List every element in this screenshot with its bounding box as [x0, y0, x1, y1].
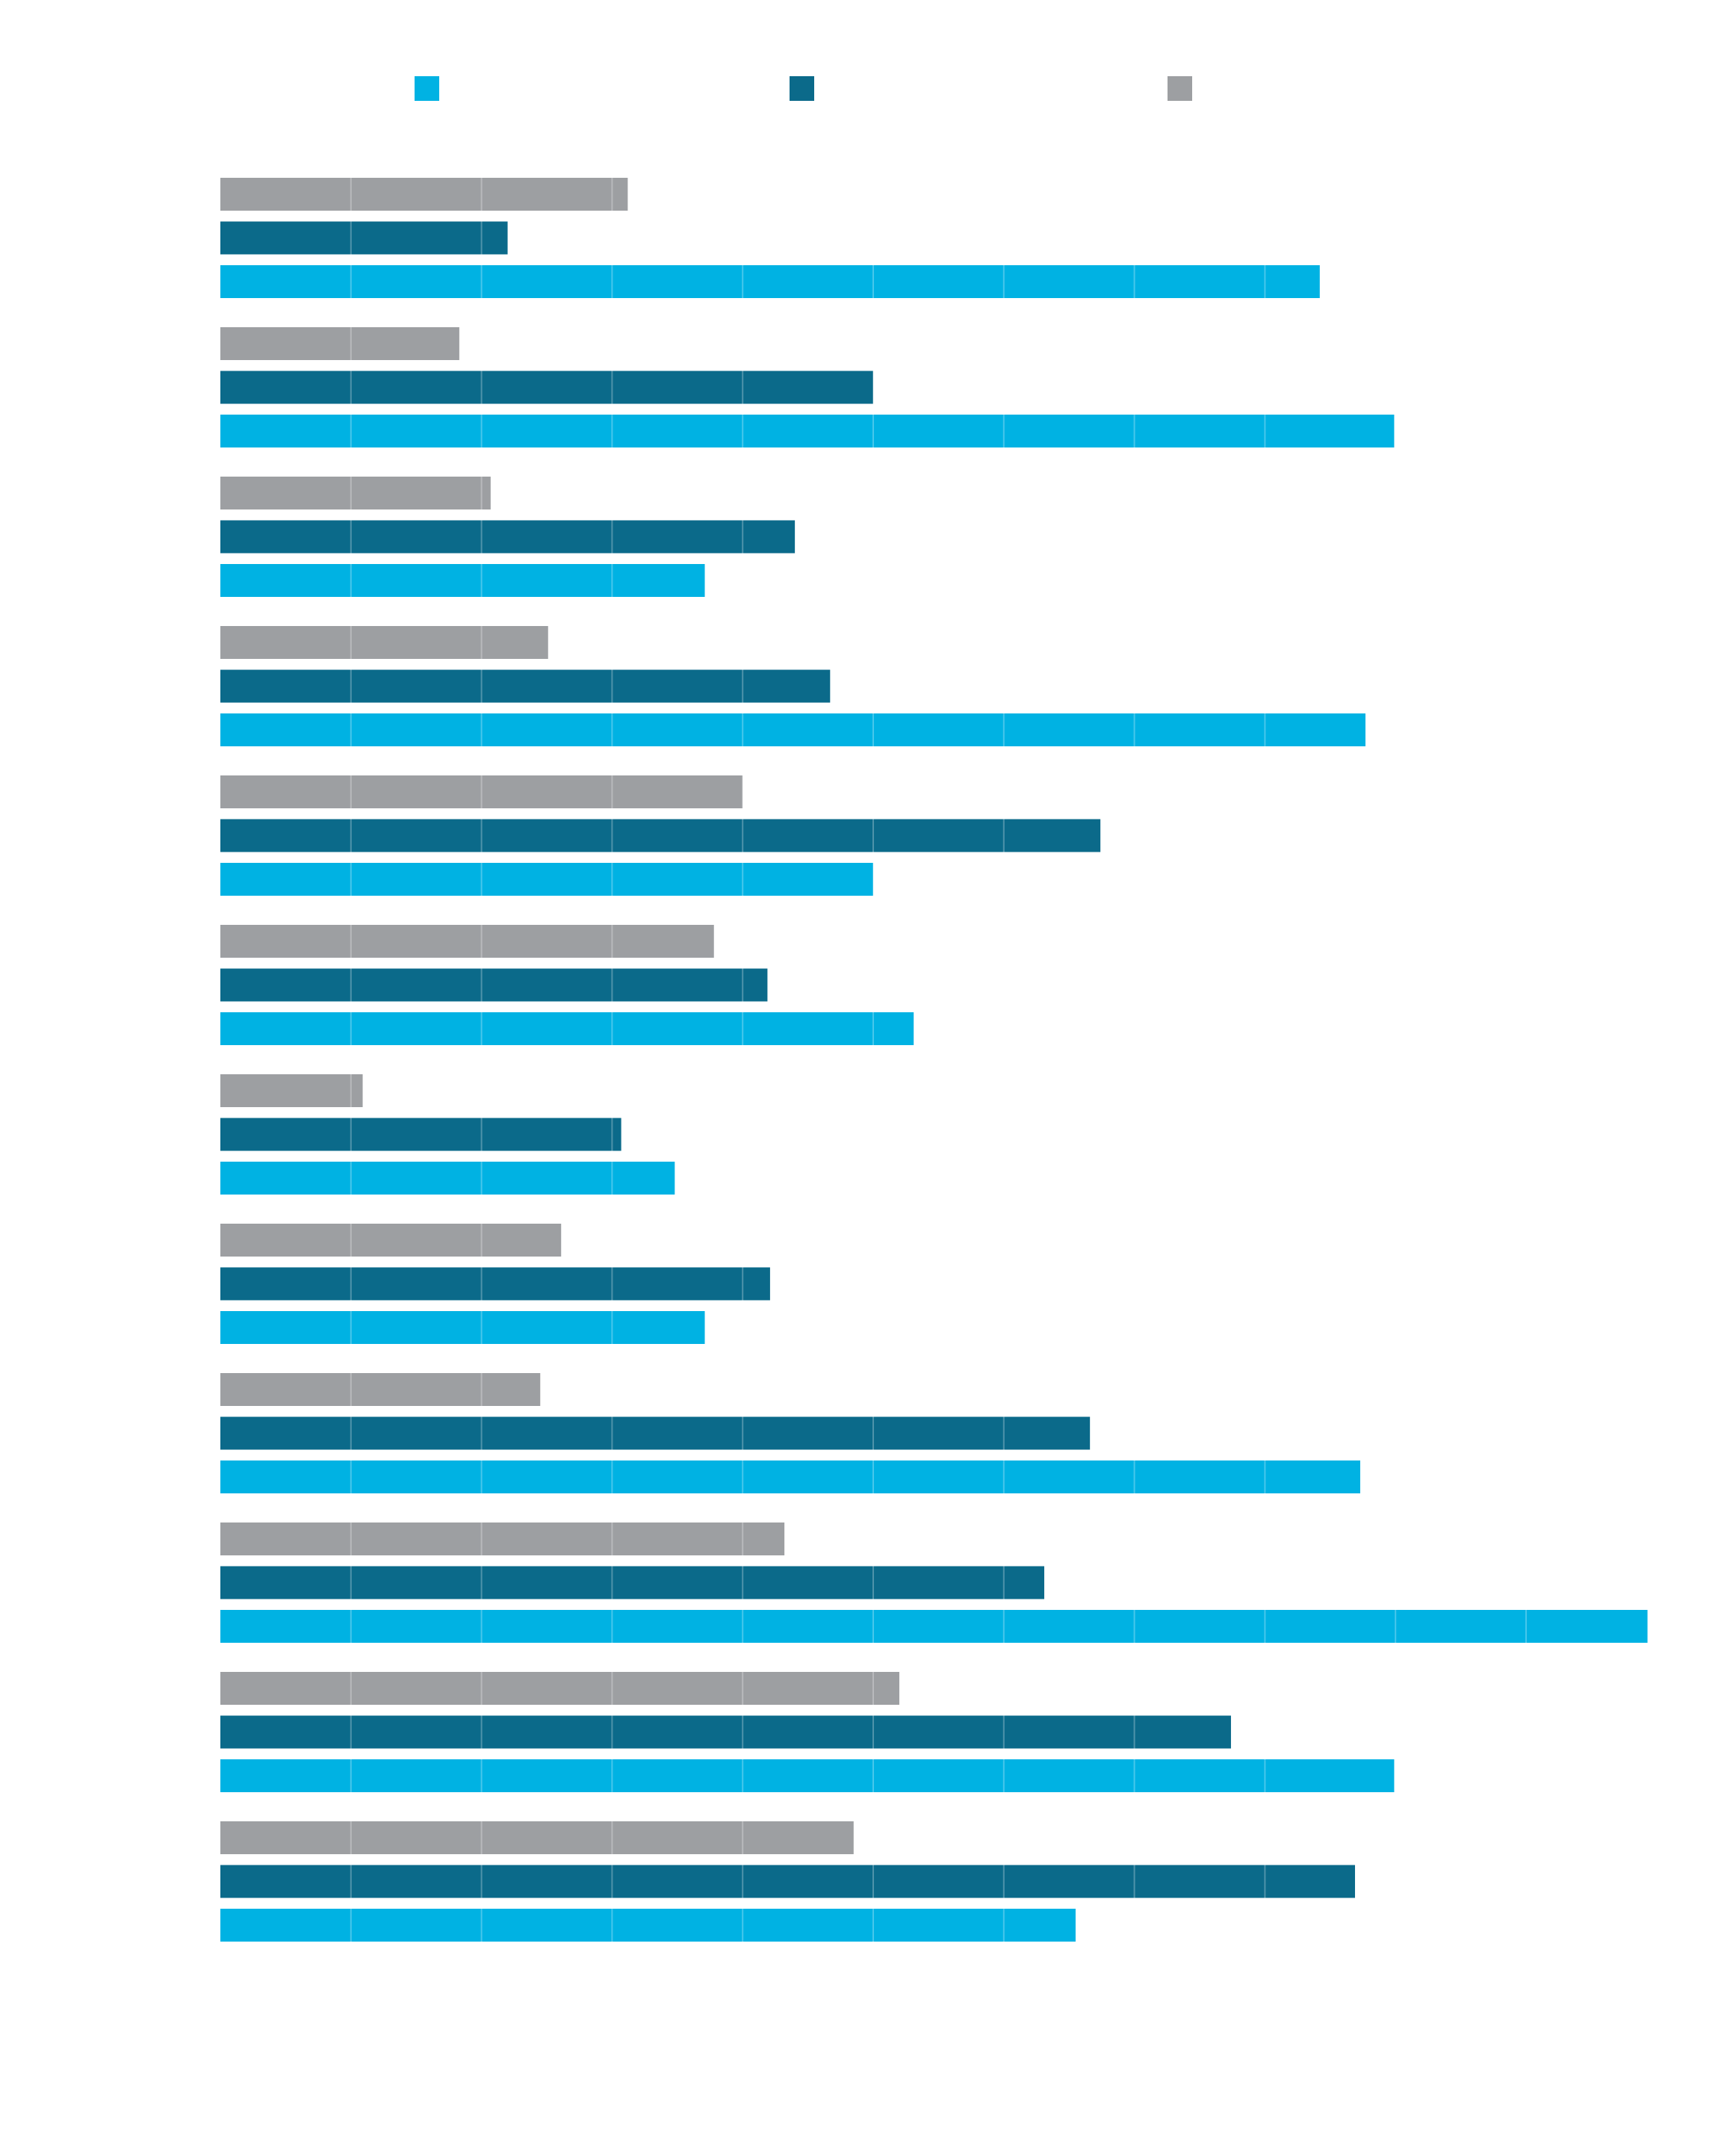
- bar-series3-group4: [220, 713, 1365, 746]
- bar-series1-group8: [220, 1224, 562, 1257]
- bar-series1-group5: [220, 775, 743, 808]
- bar-series2-group4: [220, 669, 831, 703]
- bar-series3-group12: [220, 1909, 1076, 1942]
- bar-series3-group11: [220, 1759, 1395, 1792]
- bar-series1-group9: [220, 1373, 541, 1406]
- bar-series1-group2: [220, 327, 459, 360]
- bar-series3-group10: [220, 1610, 1648, 1643]
- bar-series1-group3: [220, 477, 491, 509]
- bar-series2-group11: [220, 1715, 1231, 1749]
- bar-series3-group6: [220, 1012, 914, 1045]
- bar-series2-group9: [220, 1416, 1091, 1450]
- bar-series2-group10: [220, 1566, 1044, 1599]
- bar-series2-group6: [220, 968, 768, 1002]
- bar-series1-group4: [220, 626, 548, 659]
- bar-series2-group1: [220, 221, 508, 255]
- bar-series2-group8: [220, 1267, 770, 1301]
- bar-series1-group10: [220, 1522, 785, 1555]
- bar-series3-group3: [220, 564, 705, 597]
- bar-series1-group11: [220, 1672, 899, 1705]
- bar-series3-group5: [220, 863, 873, 896]
- legend-swatch-gray: [1168, 76, 1192, 101]
- bars-layer: [220, 178, 1648, 1942]
- bar-series1-group1: [220, 178, 628, 211]
- bar-series3-group7: [220, 1162, 675, 1195]
- bar-series3-group9: [220, 1460, 1361, 1493]
- bar-series2-group2: [220, 371, 873, 404]
- bar-series3-group1: [220, 265, 1320, 298]
- bar-series2-group7: [220, 1118, 621, 1151]
- bar-series3-group8: [220, 1311, 705, 1344]
- legend-swatch-dark-teal: [790, 76, 814, 101]
- legend-swatch-light-blue: [415, 76, 439, 101]
- bar-series1-group12: [220, 1821, 854, 1854]
- bar-series1-group6: [220, 925, 714, 958]
- bar-series1-group7: [220, 1074, 363, 1107]
- bar-series2-group12: [220, 1865, 1356, 1898]
- bar-series2-group3: [220, 520, 796, 554]
- bar-series3-group2: [220, 415, 1395, 447]
- bar-series2-group5: [220, 819, 1101, 852]
- gridlines-layer: [350, 175, 1658, 1945]
